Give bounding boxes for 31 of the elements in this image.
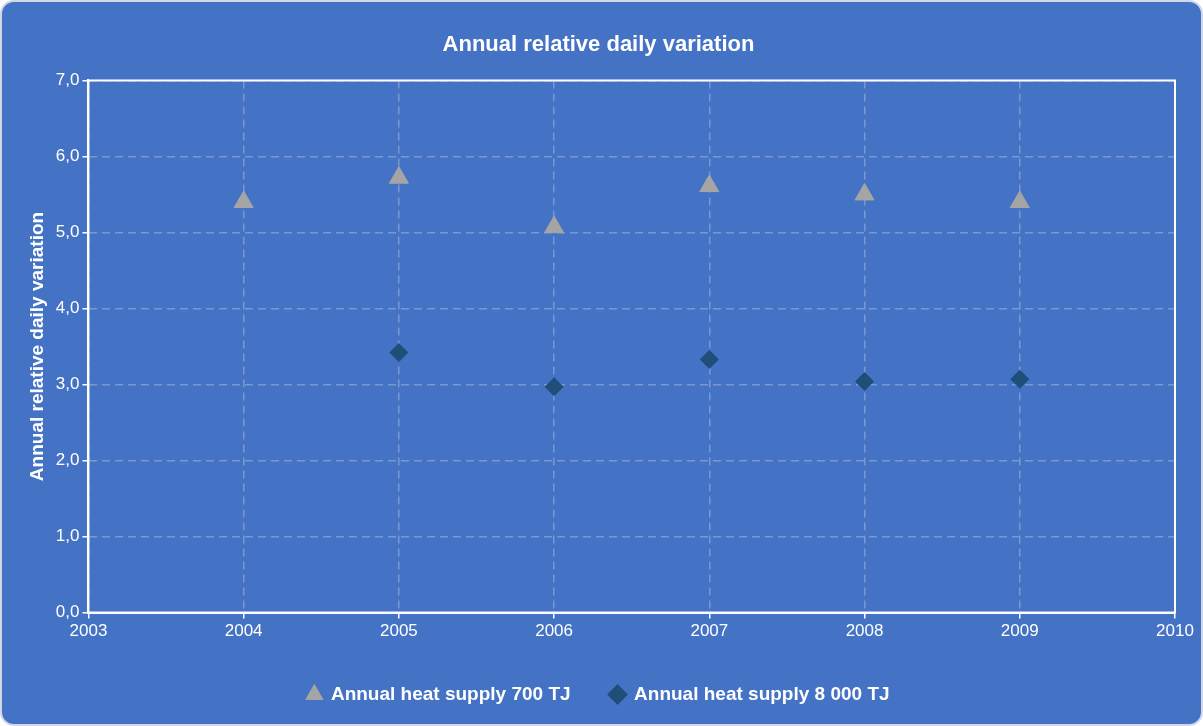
point xyxy=(233,190,254,209)
y-tick-label: 5,0 xyxy=(55,222,80,242)
x-tick-label: 2007 xyxy=(690,621,729,641)
y-tick-label: 7,0 xyxy=(55,70,80,90)
point xyxy=(855,371,875,391)
y-tick-label: 2,0 xyxy=(55,450,80,470)
point xyxy=(544,215,565,234)
x-tick-label: 2006 xyxy=(535,621,574,641)
legend-label: Annual heat supply 8 000 TJ xyxy=(634,682,890,704)
point xyxy=(388,166,409,184)
legend-label: Annual heat supply 700 TJ xyxy=(330,682,571,704)
x-tick-label: 2005 xyxy=(379,621,418,641)
point xyxy=(699,349,719,369)
x-tick-label: 2010 xyxy=(1156,621,1194,641)
point xyxy=(389,343,409,363)
y-tick-label: 3,0 xyxy=(55,374,80,394)
x-tick-label: 2003 xyxy=(69,621,108,641)
y-tick-label: 0,0 xyxy=(55,602,80,622)
chart-title: Annual relative daily variation xyxy=(442,31,755,57)
point xyxy=(1010,369,1030,389)
point xyxy=(854,182,875,201)
y-tick-label: 4,0 xyxy=(55,298,80,318)
x-tick-label: 2008 xyxy=(845,621,884,641)
point xyxy=(544,377,564,397)
y-tick-label: 6,0 xyxy=(55,146,80,166)
x-tick-label: 2009 xyxy=(1000,621,1039,641)
point xyxy=(699,174,720,193)
x-tick-label: 2004 xyxy=(224,621,263,641)
y-axis-title: Annual relative daily variation xyxy=(25,211,47,482)
point xyxy=(1009,190,1030,209)
y-tick-label: 1,0 xyxy=(55,526,80,546)
